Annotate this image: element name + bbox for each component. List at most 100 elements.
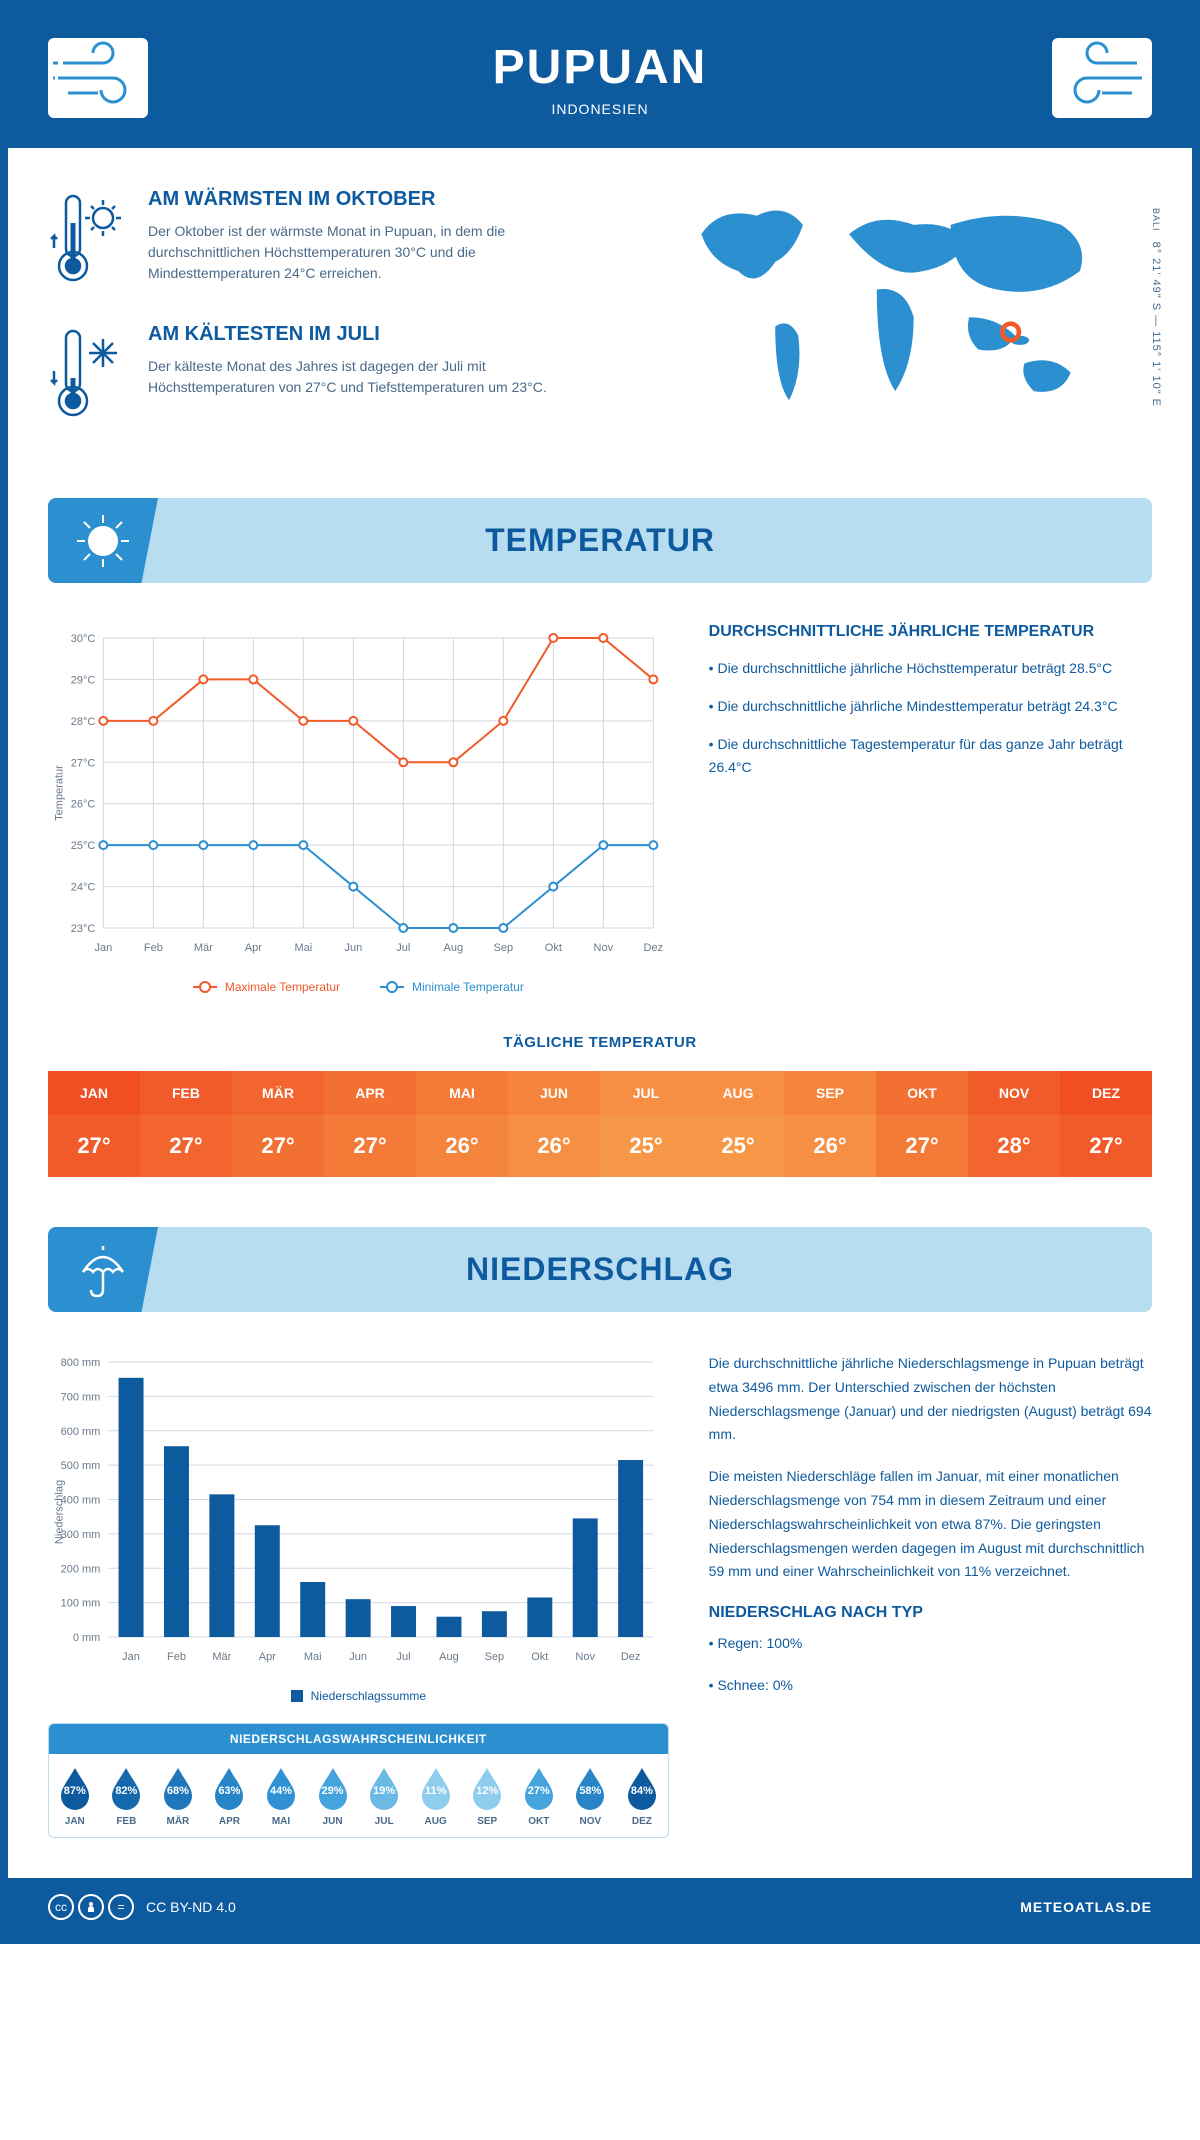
raindrop-icon: 12% [469, 1766, 505, 1810]
raindrop-icon: 19% [366, 1766, 402, 1810]
precipitation-banner: NIEDERSCHLAG [48, 1227, 1152, 1312]
svg-text:27°C: 27°C [71, 757, 96, 769]
svg-text:Okt: Okt [545, 942, 562, 954]
svg-text:Jun: Jun [344, 942, 362, 954]
fact-warm-text: Der Oktober ist der wärmste Monat in Pup… [148, 221, 580, 284]
prob-cell: 82% FEB [101, 1754, 153, 1837]
svg-text:Sep: Sep [494, 942, 514, 954]
temp-table-cell: 26° [508, 1115, 600, 1177]
legend-swatch-max [193, 986, 217, 988]
temp-table-cell: 27° [1060, 1115, 1152, 1177]
svg-text:100 mm: 100 mm [61, 1598, 101, 1610]
temp-table-header: AUG [692, 1071, 784, 1115]
temperature-banner: TEMPERATUR [48, 498, 1152, 583]
svg-text:Apr: Apr [259, 1651, 276, 1663]
section-title-precipitation: NIEDERSCHLAG [48, 1251, 1152, 1288]
prob-cell: 12% SEP [461, 1754, 513, 1837]
precip-p1: Die durchschnittliche jährliche Niedersc… [709, 1352, 1152, 1447]
svg-text:700 mm: 700 mm [61, 1391, 101, 1403]
raindrop-icon: 63% [211, 1766, 247, 1810]
prob-cell: 84% DEZ [616, 1754, 668, 1837]
raindrop-icon: 27% [521, 1766, 557, 1810]
coords-label: 8° 21' 49" S — 115° 1' 10" E [1150, 242, 1162, 407]
umbrella-icon [73, 1240, 133, 1300]
svg-text:Jul: Jul [396, 942, 410, 954]
temp-info-title: DURCHSCHNITTLICHE JÄHRLICHE TEMPERATUR [709, 623, 1152, 641]
precip-type-title: NIEDERSCHLAG NACH TYP [709, 1604, 1152, 1622]
temp-table-cell: 25° [600, 1115, 692, 1177]
raindrop-icon: 58% [572, 1766, 608, 1810]
svg-text:Dez: Dez [621, 1651, 641, 1663]
temp-table-cell: 27° [876, 1115, 968, 1177]
temp-table-header: SEP [784, 1071, 876, 1115]
svg-text:30°C: 30°C [71, 633, 96, 645]
temp-table-cell: 26° [416, 1115, 508, 1177]
prob-cell: 68% MÄR [152, 1754, 204, 1837]
raindrop-icon: 84% [624, 1766, 660, 1810]
legend-swatch-precip [291, 1690, 303, 1702]
region-label: BALI [1151, 208, 1161, 232]
temp-info-p3: • Die durchschnittliche Tagestemperatur … [709, 733, 1152, 781]
svg-text:Mai: Mai [304, 1651, 322, 1663]
svg-text:Feb: Feb [144, 942, 163, 954]
header: PUPUAN INDONESIEN [8, 8, 1192, 148]
temperature-line-chart: 23°C24°C25°C26°C27°C28°C29°C30°CJanFebMä… [48, 623, 669, 994]
prob-cell: 11% AUG [410, 1754, 462, 1837]
svg-text:Feb: Feb [167, 1651, 186, 1663]
fact-coldest: AM KÄLTESTEN IM JULI Der kälteste Monat … [48, 323, 580, 428]
temp-table-cell: 28° [968, 1115, 1060, 1177]
svg-text:800 mm: 800 mm [61, 1357, 101, 1369]
svg-text:Mär: Mär [212, 1651, 231, 1663]
cc-icons: cc = [48, 1894, 134, 1920]
precipitation-probability-box: NIEDERSCHLAGSWAHRSCHEINLICHKEIT 87% JAN … [48, 1723, 669, 1838]
temp-info-p1: • Die durchschnittliche jährliche Höchst… [709, 657, 1152, 681]
svg-text:Jul: Jul [397, 1651, 411, 1663]
precip-p2: Die meisten Niederschläge fallen im Janu… [709, 1465, 1152, 1584]
temp-table-cell: 26° [784, 1115, 876, 1177]
svg-text:Nov: Nov [575, 1651, 595, 1663]
page-title: PUPUAN [493, 40, 708, 95]
precipitation-info: Die durchschnittliche jährliche Niedersc… [709, 1352, 1152, 1838]
temp-table-cell: 27° [324, 1115, 416, 1177]
temp-table-header: JUN [508, 1071, 600, 1115]
temp-table-header: DEZ [1060, 1071, 1152, 1115]
prob-cell: 87% JAN [49, 1754, 101, 1837]
svg-text:0 mm: 0 mm [73, 1632, 101, 1644]
wind-icon-right [1052, 38, 1152, 118]
prob-title: NIEDERSCHLAGSWAHRSCHEINLICHKEIT [49, 1724, 668, 1754]
svg-text:Jan: Jan [122, 1651, 140, 1663]
svg-text:Mai: Mai [294, 942, 312, 954]
prob-cell: 19% JUL [358, 1754, 410, 1837]
svg-text:23°C: 23°C [71, 923, 96, 935]
facts-row: AM WÄRMSTEN IM OKTOBER Der Oktober ist d… [48, 188, 1152, 458]
legend-swatch-min [380, 986, 404, 988]
svg-text:Niederschlag: Niederschlag [53, 1480, 65, 1544]
fact-warm-title: AM WÄRMSTEN IM OKTOBER [148, 188, 580, 211]
svg-text:Aug: Aug [444, 942, 464, 954]
temp-table-cell: 27° [48, 1115, 140, 1177]
svg-text:28°C: 28°C [71, 716, 96, 728]
prob-cell: 29% JUN [307, 1754, 359, 1837]
legend-precip: Niederschlagssumme [311, 1689, 426, 1703]
svg-text:25°C: 25°C [71, 840, 96, 852]
temp-table-header: OKT [876, 1071, 968, 1115]
raindrop-icon: 29% [315, 1766, 351, 1810]
license-text: CC BY-ND 4.0 [146, 1899, 236, 1915]
thermometer-hot-icon [48, 188, 128, 293]
world-map: BALI 8° 21' 49" S — 115° 1' 10" E [620, 188, 1152, 458]
raindrop-icon: 11% [418, 1766, 454, 1810]
temp-table-header: NOV [968, 1071, 1060, 1115]
temperature-info: DURCHSCHNITTLICHE JÄHRLICHE TEMPERATUR •… [709, 623, 1152, 994]
footer: cc = CC BY-ND 4.0 METEOATLAS.DE [8, 1878, 1192, 1936]
temp-table-cell: 25° [692, 1115, 784, 1177]
temp-table-header: MAI [416, 1071, 508, 1115]
svg-text:Temperatur: Temperatur [53, 765, 65, 821]
fact-warmest: AM WÄRMSTEN IM OKTOBER Der Oktober ist d… [48, 188, 580, 293]
raindrop-icon: 44% [263, 1766, 299, 1810]
raindrop-icon: 82% [108, 1766, 144, 1810]
svg-text:Sep: Sep [485, 1651, 505, 1663]
temp-table-header: FEB [140, 1071, 232, 1115]
fact-cold-text: Der kälteste Monat des Jahres ist dagege… [148, 356, 580, 398]
fact-cold-title: AM KÄLTESTEN IM JULI [148, 323, 580, 346]
svg-text:Jan: Jan [94, 942, 112, 954]
